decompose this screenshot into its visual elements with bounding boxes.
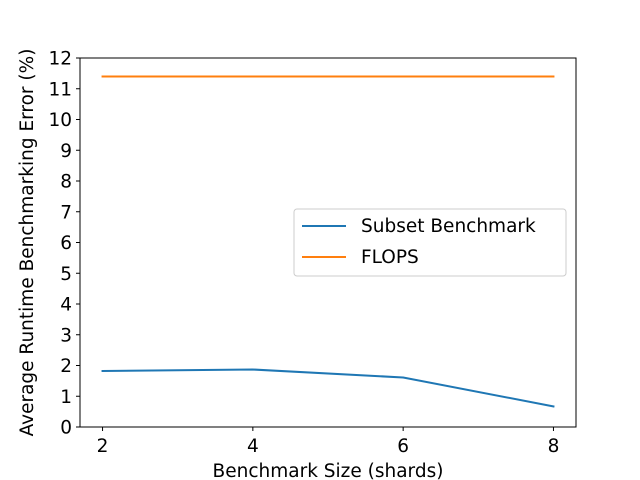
x-tick-label: 8: [548, 436, 560, 457]
y-tick-label: 8: [60, 172, 72, 193]
y-tick-label: 9: [60, 141, 72, 162]
legend-label-flops: FLOPS: [361, 247, 419, 268]
x-tick-label: 2: [97, 436, 109, 457]
series-line-subset-benchmark: [101, 368, 555, 408]
y-tick-label: 5: [60, 264, 72, 285]
x-tick-label: 6: [397, 436, 409, 457]
y-tick-label: 7: [60, 202, 72, 223]
y-axis-title: Average Runtime Benchmarking Error (%): [17, 49, 38, 437]
y-tick-label: 4: [60, 295, 72, 316]
plot-frame: [79, 57, 577, 428]
y-tick-label: 6: [60, 233, 72, 254]
x-axis-ticks: 2 4 6 8: [97, 427, 560, 457]
series-lines: [101, 75, 555, 408]
x-axis-title: Benchmark Size (shards): [213, 461, 444, 480]
legend-label-subset-benchmark: Subset Benchmark: [361, 216, 536, 237]
y-tick-label: 3: [60, 325, 72, 346]
y-tick-label: 1: [60, 387, 72, 408]
y-tick-label: 2: [60, 356, 72, 377]
y-tick-label: 11: [48, 79, 72, 100]
legend: Subset Benchmark FLOPS: [293, 208, 567, 277]
x-tick-label: 4: [247, 436, 259, 457]
y-tick-label: 0: [60, 418, 72, 439]
y-tick-label: 10: [48, 110, 72, 131]
legend-box: [293, 208, 567, 277]
y-tick-label: 12: [48, 49, 72, 70]
